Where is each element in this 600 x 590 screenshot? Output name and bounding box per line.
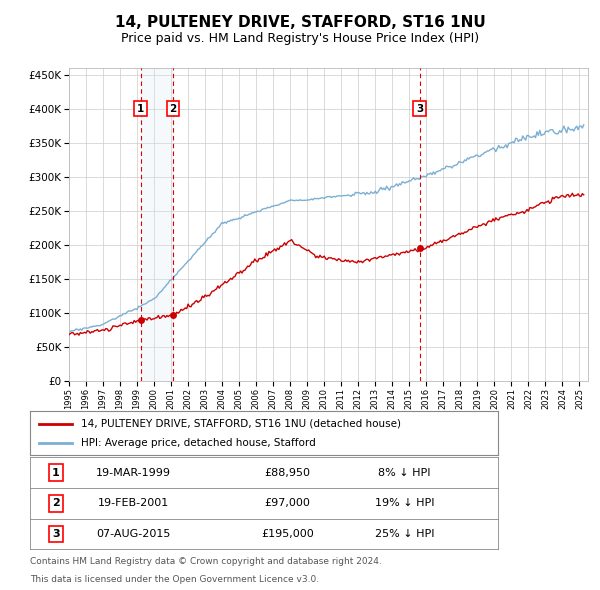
Text: Contains HM Land Registry data © Crown copyright and database right 2024.: Contains HM Land Registry data © Crown c… [30, 558, 382, 566]
Text: 2: 2 [52, 499, 59, 508]
Text: 25% ↓ HPI: 25% ↓ HPI [374, 529, 434, 539]
Text: £195,000: £195,000 [261, 529, 314, 539]
Text: £97,000: £97,000 [265, 499, 310, 508]
Text: 19-MAR-1999: 19-MAR-1999 [95, 468, 170, 477]
Text: 8% ↓ HPI: 8% ↓ HPI [378, 468, 431, 477]
Text: 07-AUG-2015: 07-AUG-2015 [96, 529, 170, 539]
Text: Price paid vs. HM Land Registry's House Price Index (HPI): Price paid vs. HM Land Registry's House … [121, 32, 479, 45]
Bar [140, 68, 173, 381]
Text: HPI: Average price, detached house, Stafford: HPI: Average price, detached house, Staf… [82, 438, 316, 448]
Text: 19-FEB-2001: 19-FEB-2001 [97, 499, 169, 508]
Text: 14, PULTENEY DRIVE, STAFFORD, ST16 1NU (detached house): 14, PULTENEY DRIVE, STAFFORD, ST16 1NU (… [82, 419, 401, 428]
Text: 19% ↓ HPI: 19% ↓ HPI [374, 499, 434, 508]
Text: 3: 3 [416, 104, 423, 114]
Text: This data is licensed under the Open Government Licence v3.0.: This data is licensed under the Open Gov… [30, 575, 319, 584]
Text: 1: 1 [137, 104, 144, 114]
Text: £88,950: £88,950 [265, 468, 310, 477]
Text: 3: 3 [52, 529, 59, 539]
Text: 2: 2 [170, 104, 177, 114]
Text: 1: 1 [52, 468, 59, 477]
Text: 14, PULTENEY DRIVE, STAFFORD, ST16 1NU: 14, PULTENEY DRIVE, STAFFORD, ST16 1NU [115, 15, 485, 30]
